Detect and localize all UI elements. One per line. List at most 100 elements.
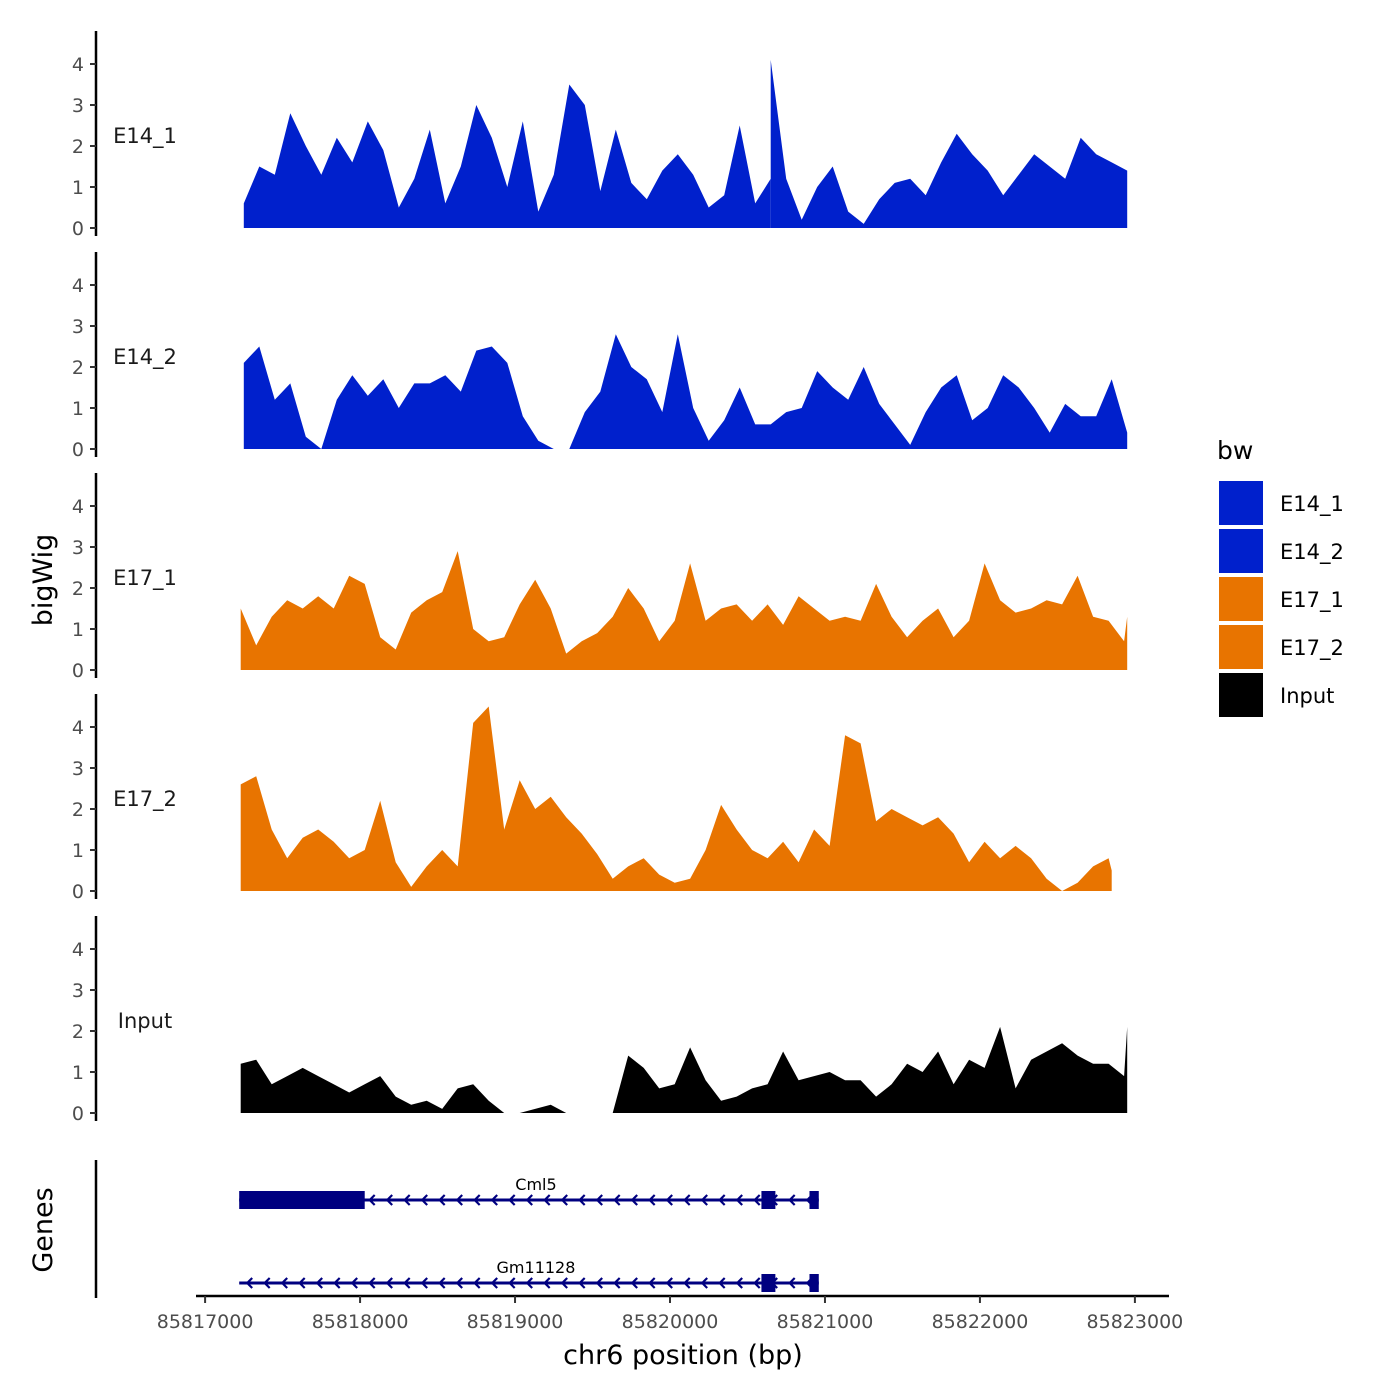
strand-arrow [280,1277,288,1289]
y-tick-label: 1 [72,840,84,862]
coverage-area-E14_1 [243,59,771,229]
strand-arrow [508,1277,516,1289]
y-tick-label: 4 [72,54,84,76]
legend-item-E17_2: E17_2 [1219,625,1344,669]
strand-arrow [578,1194,586,1206]
legend-label: E14_1 [1280,492,1344,517]
gene-label: Gm11128 [497,1258,576,1277]
y-tick-label: 3 [72,537,84,559]
y-tick-label: 0 [72,881,84,903]
strand-arrow [753,1277,761,1289]
y-tick-label: 2 [72,136,84,158]
y-tick-label: 1 [72,177,84,199]
gene-exon [761,1191,776,1209]
y-tick-label: 2 [72,357,84,379]
strand-arrow [595,1277,603,1289]
track-label: E17_1 [113,566,177,591]
legend-swatch [1219,481,1263,525]
track-E14_2: 0 1 2 3 4 E14_2 [72,252,1128,461]
legend-swatch [1219,577,1263,621]
strand-arrow [665,1277,673,1289]
track-label: E17_2 [113,787,177,812]
strand-arrow [543,1194,551,1206]
strand-arrow [455,1277,463,1289]
y-tick-label: 0 [72,660,84,682]
strand-arrow [298,1277,306,1289]
strand-arrow [403,1277,411,1289]
y-tick-label: 2 [72,1021,84,1043]
track-label: E14_1 [113,124,177,149]
legend-item-E17_1: E17_1 [1219,577,1344,621]
gene-exon [761,1274,776,1292]
strand-arrow [648,1277,656,1289]
gene-track: Cml5 Gm11128 [94,1160,819,1298]
x-tick-label: 85821000 [777,1311,874,1333]
coverage-area-Input [240,1026,1128,1113]
strand-arrow [718,1277,726,1289]
track-label: E14_2 [113,345,177,370]
strand-arrow [613,1277,621,1289]
legend-item-E14_2: E14_2 [1219,529,1344,573]
strand-arrow [560,1277,568,1289]
strand-arrow [700,1277,708,1289]
legend-item-E14_1: E14_1 [1219,481,1344,525]
strand-arrow [735,1194,743,1206]
x-tick-label: 85820000 [622,1311,719,1333]
bigwig-tracks: 0 1 2 3 4 E14_1 0 1 2 3 4 E14_2 0 1 2 3 4 E17_1 0 1 2 3 4 E17_2… [72,31,1128,1125]
strand-arrow [525,1277,533,1289]
coverage-area-E17_1 [240,551,1128,670]
strand-arrow [490,1277,498,1289]
gene-Cml5: Cml5 [239,1175,819,1209]
strand-arrow [683,1194,691,1206]
strand-arrow [420,1277,428,1289]
strand-arrow [788,1194,796,1206]
legend-label: E17_1 [1280,588,1344,613]
legend-item-Input: Input [1219,673,1334,717]
strand-arrow [333,1277,341,1289]
coverage-area-E14_1b [770,59,1128,229]
strand-arrow [665,1194,673,1206]
y-tick-label: 1 [72,1062,84,1084]
y-tick-label: 3 [72,316,84,338]
strand-arrow [683,1277,691,1289]
legend-swatch [1219,625,1263,669]
coverage-area-E14_2 [243,330,1128,449]
x-tick-label: 85823000 [1087,1311,1184,1333]
gene-Gm11128: Gm11128 [239,1258,819,1292]
y-tick-label: 0 [72,218,84,240]
strand-arrow [315,1277,323,1289]
y-tick-label: 1 [72,398,84,420]
strand-arrow [403,1194,411,1206]
x-tick-label: 85817000 [157,1311,254,1333]
legend: bw E14_1 E14_2 E17_1 E17_2 Input [1217,436,1344,717]
y-tick-label: 4 [72,275,84,297]
strand-arrow [630,1194,638,1206]
gene-exon [809,1274,819,1292]
legend-label: Input [1280,684,1334,708]
y-axis-title: bigWig [28,534,59,627]
legend-swatch [1219,673,1263,717]
strand-arrow [368,1277,376,1289]
x-axis-title: chr6 position (bp) [563,1340,803,1371]
strand-arrow [473,1194,481,1206]
gene-exon [239,1191,365,1209]
coverage-area-E17_2 [240,706,1112,891]
x-axis: 85817000 85818000 85819000 85820000 85821000… [157,1294,1184,1333]
genes-panel-title: Genes [28,1187,59,1272]
strand-arrow [455,1194,463,1206]
strand-arrow [473,1277,481,1289]
y-tick-label: 2 [72,578,84,600]
track-E17_1: 0 1 2 3 4 E17_1 [72,473,1128,682]
y-tick-label: 4 [72,939,84,961]
strand-arrow [560,1194,568,1206]
y-tick-label: 3 [72,758,84,780]
y-tick-label: 3 [72,95,84,117]
track-Input: 0 1 2 3 4 Input [72,916,1128,1125]
strand-arrow [788,1277,796,1289]
legend-label: E14_2 [1280,540,1344,565]
track-label: Input [118,1009,172,1033]
strand-arrow [525,1194,533,1206]
strand-arrow [368,1194,376,1206]
y-tick-label: 2 [72,799,84,821]
strand-arrow [385,1194,393,1206]
